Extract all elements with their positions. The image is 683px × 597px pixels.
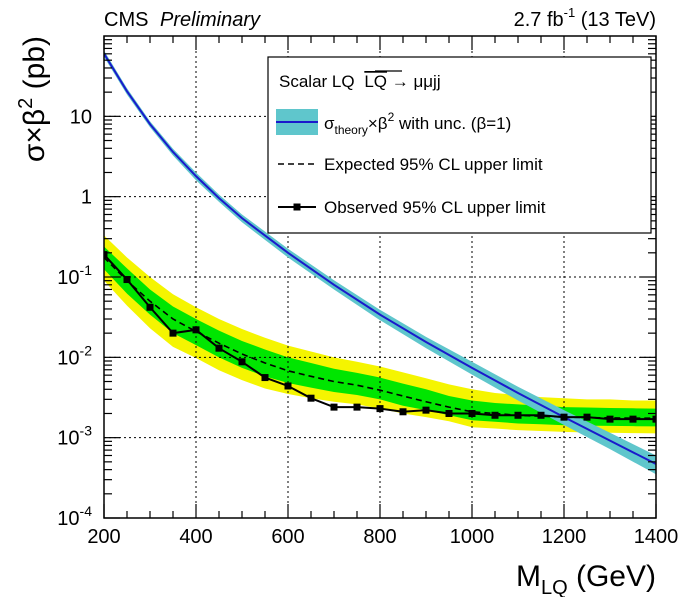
observed-point [560,413,568,421]
x-axis-title: MLQ (GeV) [516,560,656,597]
legend-theory-label: σtheory×β2 with unc. (β=1) [324,110,511,137]
observed-point [514,411,522,419]
observed-limit-markers [104,251,656,423]
legend-observed-label: Observed 95% CL upper limit [324,198,546,217]
observed-point [261,374,269,382]
observed-point [123,276,131,284]
y-tick-labels: 10-4 10-3 10-2 10-1 1 10 [57,106,92,530]
observed-point [399,408,407,416]
x-tick-label: 200 [87,526,120,548]
theory-curve [104,53,656,465]
x-tick-label: 400 [179,526,212,548]
x-tick-label: 1400 [634,526,679,548]
x-axis-title-sub: LQ [541,577,568,597]
experiment-label: CMS Preliminary [104,9,261,31]
y-axis-title: σ×β2 (pb) [15,36,51,162]
luminosity-label: 2.7 fb-1 (13 TeV) [514,5,656,31]
legend-title-tail: → μμjj [387,72,441,91]
x-axis-title-main: M [516,560,541,593]
expected-limit-curve [104,256,656,419]
lumi-value: 2.7 fb [514,9,564,31]
y-tick-label: 1 [81,187,92,209]
y-tick-label: 10-3 [57,423,92,450]
y-axis-title-unit: (pb) [18,36,51,98]
legend-title: Scalar LQ LQ → μμjj [279,72,441,91]
x-tick-label: 600 [271,526,304,548]
observed-point [629,415,637,423]
y-axis-title-sup: 2 [15,98,37,109]
observed-point [104,251,108,259]
plot-frame [103,35,657,519]
observed-point [284,382,292,390]
energy-value: (13 TeV) [575,9,656,31]
lumi-exponent: -1 [564,5,576,20]
observed-point [445,409,453,417]
observed-point [146,303,154,311]
observed-point [238,358,246,366]
experiment-name: CMS [104,9,148,31]
y-tick-label: 10-2 [57,342,92,369]
legend-theory-main: σ [324,114,335,133]
experiment-status: Preliminary [160,9,261,31]
observed-point [215,344,223,352]
observed-point [330,403,338,411]
observed-point [491,411,499,419]
legend-theory-sup: 2 [388,110,395,124]
observed-point [537,411,545,419]
observed-point [169,329,177,337]
theory-uncertainty-band [104,50,656,475]
y-tick-label: 10 [70,106,92,128]
observed-point [376,405,384,413]
x-tick-label: 1200 [542,526,587,548]
observed-point [307,394,315,402]
x-axis-title-unit: (GeV) [568,560,656,593]
x-tick-label: 1000 [450,526,495,548]
observed-point [353,403,361,411]
observed-point [606,415,614,423]
legend-theory-tail: ×β [368,114,388,133]
legend-observed-marker [293,203,301,211]
observed-point [422,406,430,414]
plot-content [104,36,656,518]
x-tick-label: 800 [363,526,396,548]
y-tick-label: 10-1 [57,262,92,289]
y-tick-label: 10-4 [57,503,92,530]
observed-point [192,326,200,334]
observed-point [652,415,656,423]
legend-theory-sub: theory [335,123,368,137]
legend-title-main: Scalar LQ [279,72,355,91]
legend-title-overline: LQ [364,72,387,91]
observed-point [583,413,591,421]
legend: Scalar LQ LQ → μμjj σtheory×β2 with unc.… [267,56,652,234]
y-axis-title-main: σ×β [18,109,51,162]
observed-point [468,409,476,417]
x-tick-labels: 200 400 600 800 1000 1200 1400 [87,526,678,548]
legend-expected-label: Expected 95% CL upper limit [324,155,543,174]
legend-box [267,56,652,234]
legend-theory-end: with unc. (β=1) [394,114,511,133]
